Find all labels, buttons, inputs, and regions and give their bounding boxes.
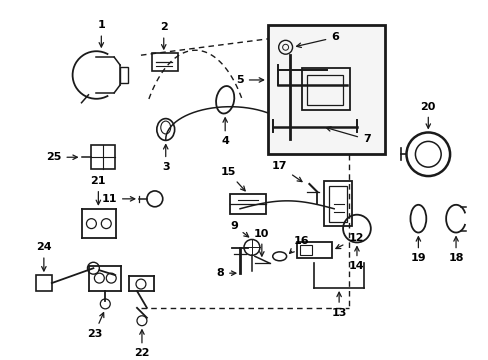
Text: 9: 9 [230, 221, 248, 237]
Text: 17: 17 [271, 161, 302, 181]
Text: 16: 16 [289, 237, 308, 253]
Text: 19: 19 [410, 237, 426, 263]
Bar [152, 53, 177, 71]
Text: 2: 2 [160, 22, 167, 49]
Text: 1: 1 [97, 21, 105, 47]
Text: 13: 13 [331, 292, 346, 318]
Text: 5: 5 [236, 75, 263, 85]
Text: 23: 23 [86, 312, 103, 339]
Text: 4: 4 [221, 118, 229, 147]
Bar [296, 242, 331, 258]
Bar [300, 246, 312, 255]
Text: 10: 10 [254, 229, 269, 256]
Text: 14: 14 [348, 247, 364, 271]
Bar [267, 26, 384, 154]
Text: 24: 24 [36, 242, 52, 271]
Text: 22: 22 [134, 330, 149, 359]
Text: 8: 8 [216, 268, 235, 278]
Text: 3: 3 [162, 145, 169, 172]
Text: 6: 6 [296, 32, 338, 48]
Text: 7: 7 [325, 127, 370, 144]
Text: 21: 21 [90, 176, 106, 204]
Text: 20: 20 [420, 102, 435, 128]
Bar [36, 275, 52, 291]
Text: 12: 12 [335, 234, 363, 248]
Bar [328, 186, 346, 222]
Bar [230, 194, 265, 214]
Bar [91, 145, 115, 169]
Text: 15: 15 [220, 167, 244, 191]
Bar [307, 75, 343, 105]
Text: 25: 25 [46, 152, 77, 162]
Bar [302, 68, 349, 110]
Bar [120, 67, 128, 83]
Text: 18: 18 [447, 237, 463, 263]
Text: 11: 11 [102, 194, 135, 204]
Bar [324, 181, 351, 226]
